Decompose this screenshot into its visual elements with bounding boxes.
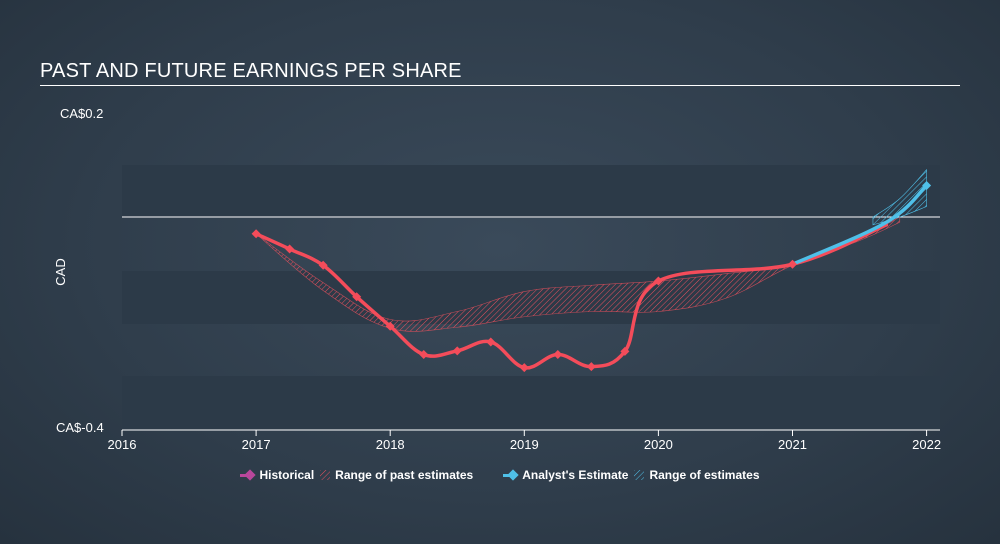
estimate-point[interactable] — [922, 181, 932, 190]
legend-past-range-label: Range of past estimates — [335, 468, 474, 482]
bg-band-3 — [122, 376, 940, 429]
legend-estimate[interactable]: Analyst's Estimate — [503, 468, 628, 482]
historical-point[interactable] — [419, 350, 429, 360]
historical-point[interactable] — [653, 276, 663, 286]
legend-estimate-range-label: Range of estimates — [649, 468, 760, 482]
historical-point[interactable] — [251, 229, 261, 239]
legend-past-range[interactable]: Range of past estimates — [320, 468, 473, 482]
x-axis-ticks: 2016 2017 2018 2019 2020 2021 2022 — [108, 430, 941, 452]
legend: Historical Range of past estimates Analy… — [0, 468, 1000, 482]
historical-point[interactable] — [787, 259, 797, 269]
historical-line — [254, 223, 889, 370]
historical-point[interactable] — [620, 346, 630, 356]
historical-point[interactable] — [586, 362, 596, 372]
legend-estimate-group: Analyst's Estimate Range of estimates — [503, 468, 760, 482]
historical-point[interactable] — [486, 337, 496, 347]
legend-estimate-diamond-icon — [507, 469, 519, 481]
x-tick-label: 2018 — [376, 437, 405, 452]
chart-title: PAST AND FUTURE EARNINGS PER SHARE — [40, 60, 462, 82]
historical-point[interactable] — [452, 346, 462, 356]
legend-historical-diamond-icon — [244, 469, 257, 481]
legend-past-range-hatch-icon — [320, 470, 331, 480]
data-markers — [251, 181, 932, 373]
x-tick-label: 2016 — [108, 437, 137, 452]
x-tick-label: 2022 — [912, 437, 941, 452]
legend-estimate-range-hatch-icon — [634, 470, 645, 480]
past-estimates-range — [255, 216, 901, 332]
estimate-line — [790, 183, 929, 266]
historical-point[interactable] — [519, 363, 529, 373]
y-tick-bottom: CA$-0.4 — [56, 420, 104, 435]
legend-estimate-label: Analyst's Estimate — [522, 468, 629, 482]
legend-estimate-range[interactable]: Range of estimates — [634, 468, 760, 482]
x-tick-label: 2017 — [242, 437, 271, 452]
historical-point[interactable] — [352, 292, 362, 302]
bg-band-1 — [122, 165, 940, 218]
legend-historical-group: Historical Range of past estimates — [240, 468, 473, 482]
historical-point[interactable] — [553, 350, 563, 360]
legend-historical-label: Historical — [259, 468, 315, 482]
legend-historical[interactable]: Historical — [240, 468, 314, 482]
historical-point[interactable] — [285, 244, 295, 254]
y-axis-label: CAD — [53, 258, 68, 285]
x-tick-label: 2020 — [644, 437, 673, 452]
x-tick-label: 2021 — [778, 437, 807, 452]
historical-point[interactable] — [318, 260, 328, 270]
x-tick-label: 2019 — [510, 437, 539, 452]
title-divider — [40, 85, 960, 86]
historical-point[interactable] — [385, 321, 395, 331]
y-tick-top: CA$0.2 — [60, 106, 103, 121]
